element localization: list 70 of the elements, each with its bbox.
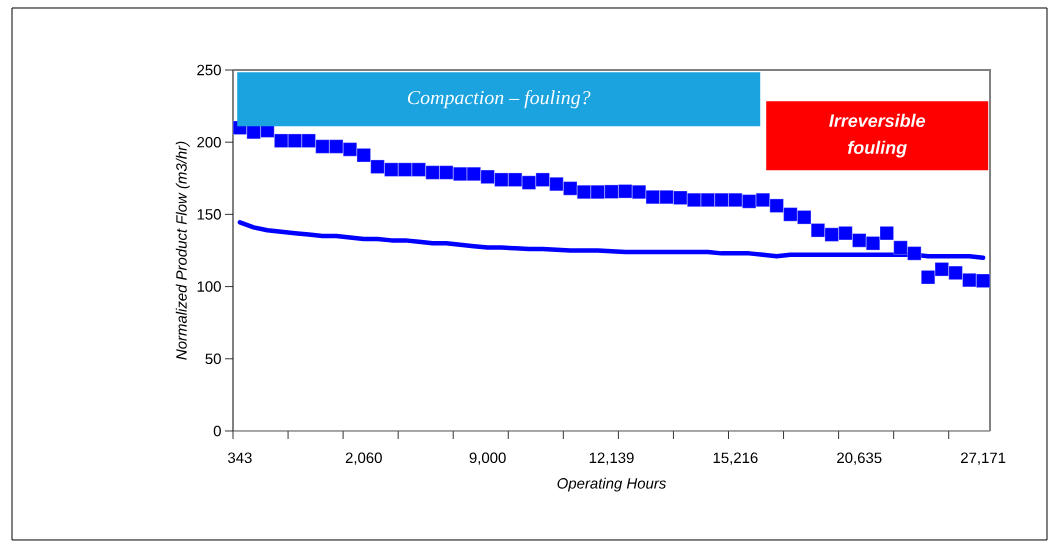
point	[604, 184, 619, 199]
point	[921, 270, 936, 285]
x-tick-label: 15,216	[713, 452, 758, 465]
point	[948, 265, 963, 280]
y-tick-label: 0	[213, 425, 221, 437]
point	[287, 133, 302, 148]
point	[934, 262, 949, 277]
point	[824, 227, 839, 242]
point	[508, 172, 523, 187]
x-tick-label: 9,000	[469, 452, 506, 465]
point	[755, 193, 770, 207]
point	[246, 125, 261, 140]
point	[563, 181, 578, 196]
point	[494, 172, 509, 187]
point	[549, 177, 564, 192]
point	[866, 236, 880, 251]
x-tick-label: 343	[227, 452, 252, 464]
point	[535, 172, 550, 187]
x-tick-label: 20,635	[837, 452, 882, 465]
point	[742, 194, 757, 209]
point	[425, 165, 440, 180]
point	[618, 184, 633, 199]
point	[343, 142, 357, 157]
point	[893, 240, 908, 255]
point	[783, 207, 798, 222]
point	[728, 193, 743, 207]
point	[700, 193, 715, 207]
point	[370, 159, 385, 174]
point	[398, 162, 412, 177]
point	[577, 185, 591, 199]
point	[879, 226, 894, 241]
point	[521, 175, 536, 190]
x-tick-label: 2,060	[345, 452, 382, 465]
point	[632, 185, 646, 199]
point	[797, 210, 812, 225]
point	[687, 193, 702, 207]
point	[274, 133, 289, 148]
x-tick-label: 12,139	[589, 452, 634, 465]
annotation: Irreversible fouling	[829, 113, 926, 158]
point	[301, 133, 316, 148]
x-axis-title: Operating Hours	[557, 477, 666, 492]
point	[976, 273, 991, 288]
point	[673, 190, 688, 205]
point	[962, 273, 977, 288]
point	[466, 167, 481, 181]
point	[384, 162, 399, 177]
point	[645, 190, 660, 205]
point	[590, 185, 605, 199]
point	[315, 139, 330, 154]
x-tick-label: 27,171	[961, 452, 1006, 465]
point	[907, 246, 922, 261]
point	[811, 223, 825, 238]
y-tick-label: 250	[197, 64, 221, 76]
point	[714, 193, 729, 207]
point	[480, 169, 495, 184]
annotation: Compaction – fouling?	[407, 90, 591, 109]
y-tick-label: 100	[197, 281, 221, 292]
point	[356, 148, 371, 163]
point	[439, 165, 454, 180]
point	[659, 190, 674, 205]
y-tick-label: 200	[197, 136, 221, 148]
y-axis-title: Normalized Product Flow (m3/hr)	[175, 141, 190, 360]
point	[769, 198, 784, 213]
point	[838, 226, 853, 241]
point	[329, 139, 344, 154]
point	[453, 167, 468, 181]
y-tick-label: 50	[205, 353, 221, 365]
y-tick-label: 150	[197, 209, 221, 220]
point	[852, 233, 867, 248]
point	[411, 162, 426, 177]
